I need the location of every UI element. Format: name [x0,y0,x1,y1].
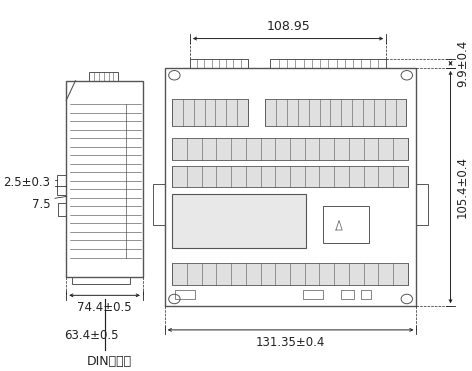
Bar [165,68,416,306]
Text: 63.4±0.5: 63.4±0.5 [64,329,118,342]
Text: 105.4±0.4: 105.4±0.4 [456,156,469,218]
Bar [190,59,248,68]
Bar [72,277,130,284]
Bar [172,263,408,285]
Text: 2.5±0.3: 2.5±0.3 [3,176,51,189]
Bar [172,166,408,187]
Text: 108.95: 108.95 [266,20,310,33]
Text: 74.4±0.5: 74.4±0.5 [77,301,132,314]
Bar [59,203,66,216]
Bar [172,99,248,127]
Bar [270,59,386,68]
Bar [89,72,118,81]
Bar [361,290,371,299]
Bar [172,194,306,248]
Bar [175,290,195,299]
Bar [153,184,165,225]
Bar [323,206,369,243]
Bar [341,290,354,299]
Text: 9.9±0.4: 9.9±0.4 [456,40,469,87]
Bar [172,138,408,160]
Bar [416,184,428,225]
Text: 131.35±0.4: 131.35±0.4 [256,336,325,349]
Text: 7.5: 7.5 [32,198,51,211]
Text: DINレール: DINレール [86,355,132,368]
Bar [66,81,143,277]
Bar [303,290,323,299]
Bar [57,175,66,195]
Bar [265,99,406,127]
